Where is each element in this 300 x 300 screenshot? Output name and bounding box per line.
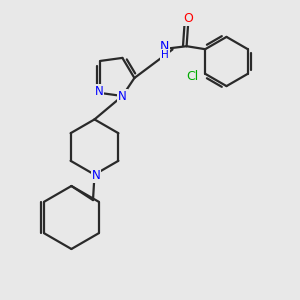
Text: N: N	[92, 169, 100, 182]
Text: O: O	[183, 11, 193, 25]
Text: N: N	[118, 89, 127, 103]
Text: H: H	[161, 50, 169, 60]
Text: N: N	[94, 85, 103, 98]
Text: Cl: Cl	[187, 70, 199, 83]
Text: N: N	[160, 40, 169, 53]
